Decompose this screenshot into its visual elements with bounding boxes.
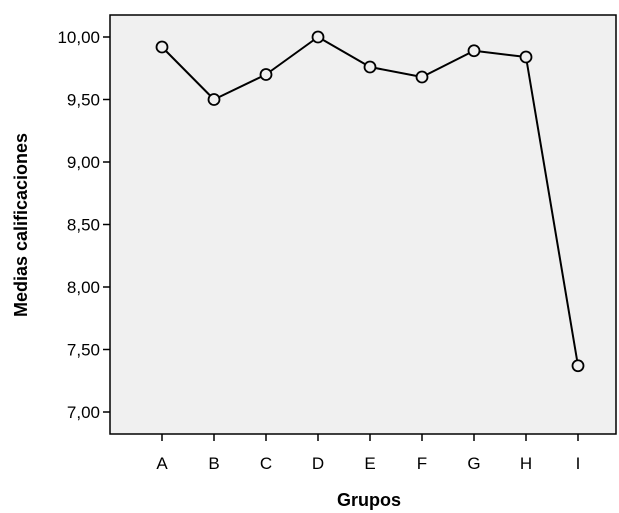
data-point <box>207 93 221 106</box>
data-point <box>155 40 169 54</box>
y-tick-label: 9,00 <box>67 153 100 172</box>
data-point <box>571 359 585 373</box>
x-axis-title: Grupos <box>337 490 401 510</box>
x-tick-label: F <box>417 454 427 473</box>
x-tick-label: B <box>208 454 219 473</box>
y-tick-label: 8,50 <box>67 216 100 235</box>
x-tick-label: E <box>364 454 375 473</box>
data-point <box>519 50 533 64</box>
y-tick-label: 9,50 <box>67 91 100 110</box>
y-tick-label: 7,50 <box>67 341 100 360</box>
x-tick-label: H <box>520 454 532 473</box>
data-point <box>363 60 377 74</box>
plot-area <box>109 14 617 435</box>
x-tick-label: A <box>156 454 168 473</box>
data-point <box>311 30 325 44</box>
x-tick-label: G <box>467 454 480 473</box>
data-point <box>415 70 429 84</box>
y-axis: 7,00 7,50 8,00 8,50 9,00 9,50 10,00 <box>57 28 110 422</box>
y-tick-label: 8,00 <box>67 278 100 297</box>
data-point <box>259 68 273 81</box>
y-tick-label: 10,00 <box>57 28 100 47</box>
y-tick-label: 7,00 <box>67 403 100 422</box>
x-tick-label: C <box>260 454 272 473</box>
x-axis: A B C D E F G H I <box>156 434 580 473</box>
y-axis-title: Medias calificaciones <box>11 133 31 317</box>
x-tick-label: I <box>576 454 581 473</box>
series-layer <box>155 30 585 373</box>
x-tick-label: D <box>312 454 324 473</box>
data-point <box>467 44 481 58</box>
